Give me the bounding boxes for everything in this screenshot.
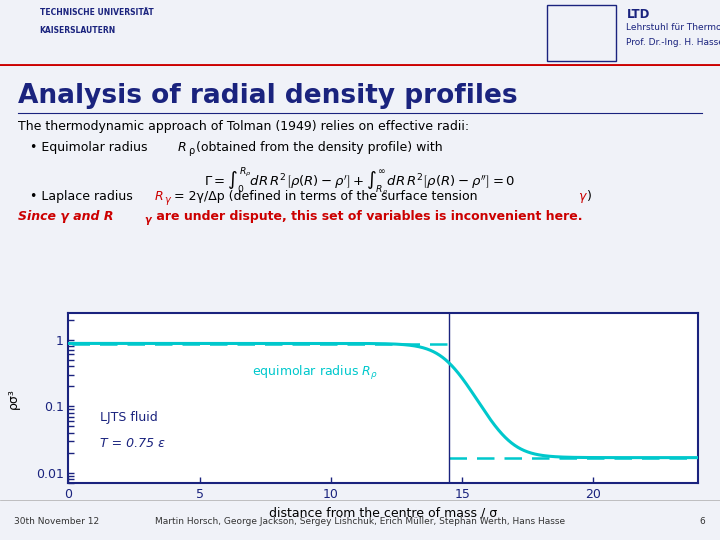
Text: T = 0.75 ε: T = 0.75 ε xyxy=(100,437,165,450)
Text: are under dispute, this set of variables is inconvenient here.: are under dispute, this set of variables… xyxy=(152,210,582,223)
Text: Prof. Dr.-Ing. H. Hasse: Prof. Dr.-Ing. H. Hasse xyxy=(626,38,720,47)
Text: Lehrstuhl für Thermodynamik: Lehrstuhl für Thermodynamik xyxy=(626,23,720,32)
Text: ρ: ρ xyxy=(188,146,194,156)
Text: γ: γ xyxy=(164,195,170,205)
Text: γ: γ xyxy=(144,215,150,225)
Bar xyxy=(547,5,616,60)
Text: • Equimolar radius: • Equimolar radius xyxy=(30,141,151,154)
Text: (obtained from the density profile) with: (obtained from the density profile) with xyxy=(196,141,443,154)
Text: ): ) xyxy=(587,190,592,203)
X-axis label: distance from the centre of mass / σ: distance from the centre of mass / σ xyxy=(269,507,498,519)
Text: R: R xyxy=(155,190,163,203)
Text: 30th November 12: 30th November 12 xyxy=(14,517,99,525)
Text: LTD: LTD xyxy=(626,8,649,21)
Text: Martin Horsch, George Jackson, Sergey Lishchuk, Erich Müller, Stephan Werth, Han: Martin Horsch, George Jackson, Sergey Li… xyxy=(155,517,565,525)
Text: Analysis of radial density profiles: Analysis of radial density profiles xyxy=(18,83,518,109)
Text: equimolar radius $R_{\rho}$: equimolar radius $R_{\rho}$ xyxy=(252,363,378,382)
Text: • Laplace radius: • Laplace radius xyxy=(30,190,137,203)
Text: R: R xyxy=(178,141,186,154)
Text: $\mathit{\Gamma} = \int_0^{R_\rho} dR\, R^2\left[\rho(R) - \rho'\right] + \int_{: $\mathit{\Gamma} = \int_0^{R_\rho} dR\, … xyxy=(204,165,516,197)
Text: ρσ³: ρσ³ xyxy=(6,388,19,409)
Text: TECHNISCHE UNIVERSITÄT: TECHNISCHE UNIVERSITÄT xyxy=(40,8,153,17)
Text: γ: γ xyxy=(578,190,585,203)
Text: KAISERSLAUTERN: KAISERSLAUTERN xyxy=(40,26,116,35)
Text: LJTS fluid: LJTS fluid xyxy=(100,410,158,424)
Text: 6: 6 xyxy=(700,517,706,525)
Text: The thermodynamic approach of Tolman (1949) relies on effective radii:: The thermodynamic approach of Tolman (19… xyxy=(18,120,469,133)
Text: Since γ and R: Since γ and R xyxy=(18,210,114,223)
Text: = 2γ/Δp (defined in terms of the surface tension: = 2γ/Δp (defined in terms of the surface… xyxy=(174,190,482,203)
